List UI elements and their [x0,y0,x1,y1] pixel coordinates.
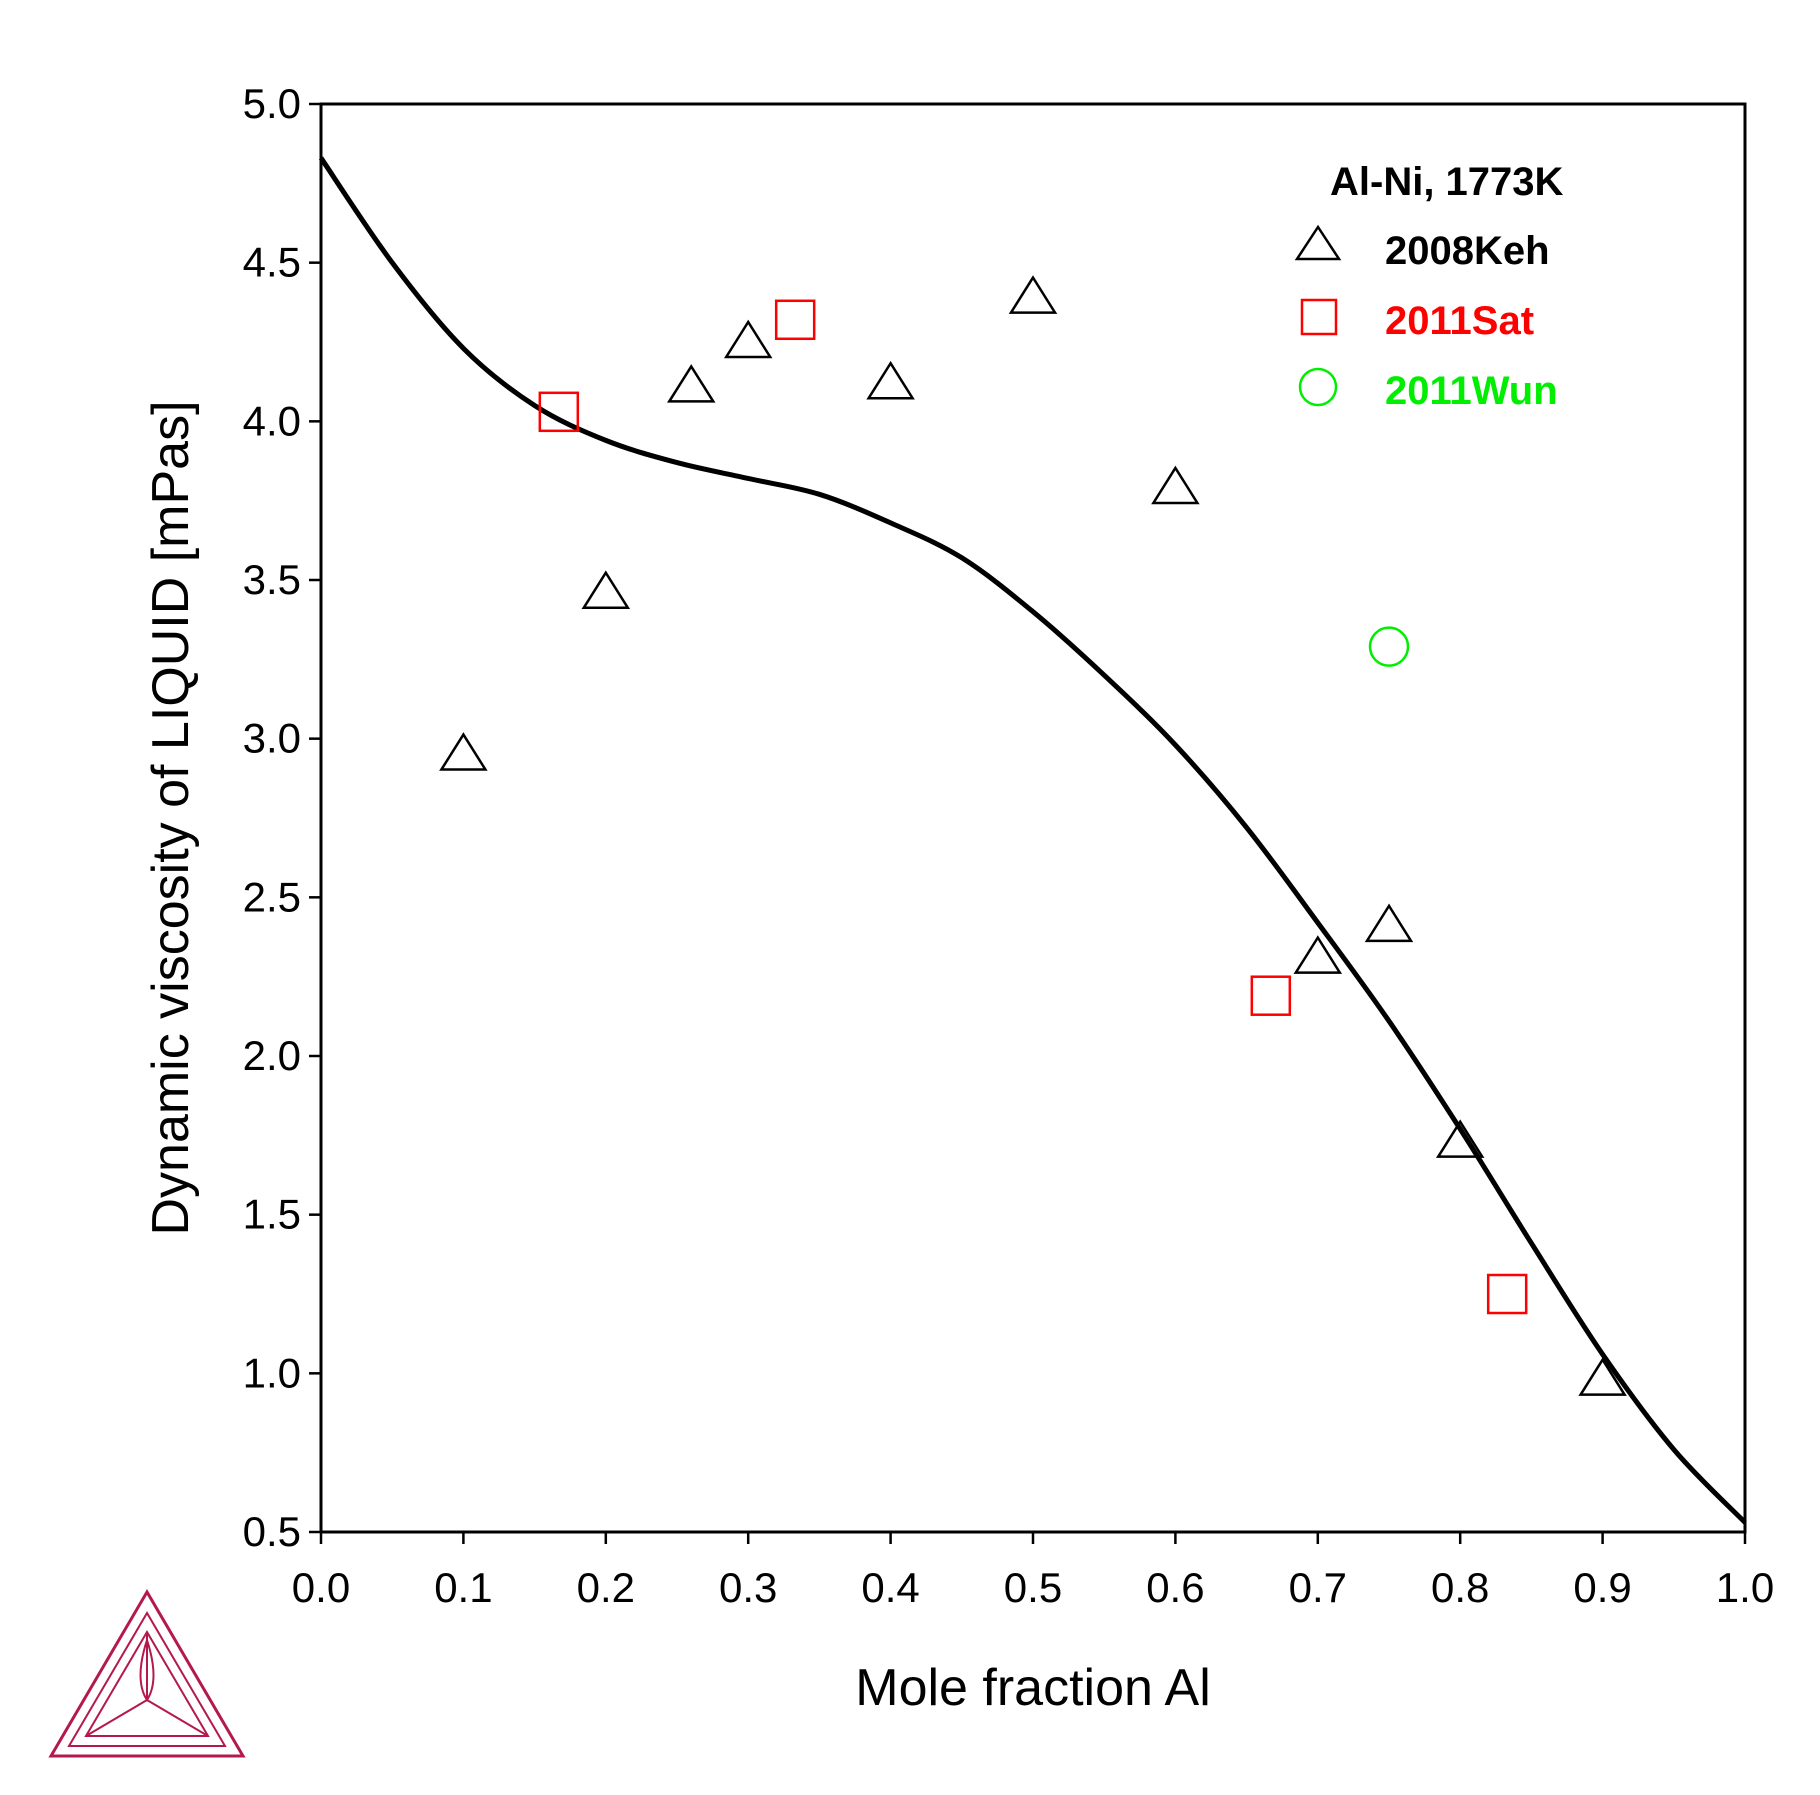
x-tick-label: 0.7 [1289,1564,1347,1611]
data-point-triangle [439,732,488,771]
y-tick-label: 4.0 [243,397,301,444]
data-point-circle [1368,626,1410,667]
data-point-square [538,391,580,433]
legend-marker-2011Sat [1300,298,1338,336]
data-point-triangle [1435,1119,1485,1158]
y-tick-label: 3.5 [243,556,301,603]
data-point-square [1486,1273,1528,1315]
data-point-triangle [581,570,631,609]
x-tick-label: 0.9 [1573,1564,1631,1611]
y-tick-label: 0.5 [243,1508,301,1555]
x-axis-title: Mole fraction Al [855,1659,1211,1717]
x-tick-label: 0.0 [292,1564,350,1611]
data-point-triangle [1364,903,1414,943]
legend-label-2011Wun: 2011Wun [1385,369,1558,413]
data-point-triangle [1008,275,1058,314]
y-tick-label: 2.0 [243,1032,301,1079]
x-tick-label: 1.0 [1716,1564,1774,1611]
legend: Al-Ni, 1773K 2008Keh 2011Sat 2011Wun [1294,160,1564,413]
data-point-triangle [1293,935,1343,974]
logo-icon [48,1589,246,1758]
data-point-triangle [666,364,716,403]
y-tick-label: 3.0 [243,715,301,762]
data-point-triangle [1151,465,1200,505]
model-curve [318,156,1747,1525]
legend-label-2011Sat: 2011Sat [1385,299,1534,343]
y-tick-label: 4.5 [243,239,301,286]
data-point-triangle [1578,1357,1627,1396]
legend-marker-2011Wun [1298,367,1338,407]
y-tick-label: 5.0 [243,80,301,127]
x-tick-label: 0.3 [719,1564,777,1611]
x-tick-label: 0.4 [861,1564,919,1611]
x-tick-label: 0.1 [434,1564,492,1611]
legend-marker-2008Keh [1294,224,1342,261]
data-point-triangle [723,319,773,359]
x-tick-label: 0.6 [1146,1564,1204,1611]
x-tick-label: 0.8 [1431,1564,1489,1611]
x-tick-label: 0.2 [577,1564,635,1611]
legend-label-2008Keh: 2008Keh [1385,229,1550,273]
data-point-square [1250,975,1292,1016]
data-point-triangle [866,360,915,400]
x-tick-label: 0.5 [1004,1564,1062,1611]
data-point-square [774,299,816,341]
y-tick-label: 2.5 [243,873,301,920]
y-axis-title: Dynamic viscosity of LIQUID [mPas] [142,400,200,1235]
y-tick-label: 1.5 [243,1191,301,1238]
y-tick-label: 1.0 [243,1349,301,1396]
legend-title: Al-Ni, 1773K [1330,160,1564,204]
